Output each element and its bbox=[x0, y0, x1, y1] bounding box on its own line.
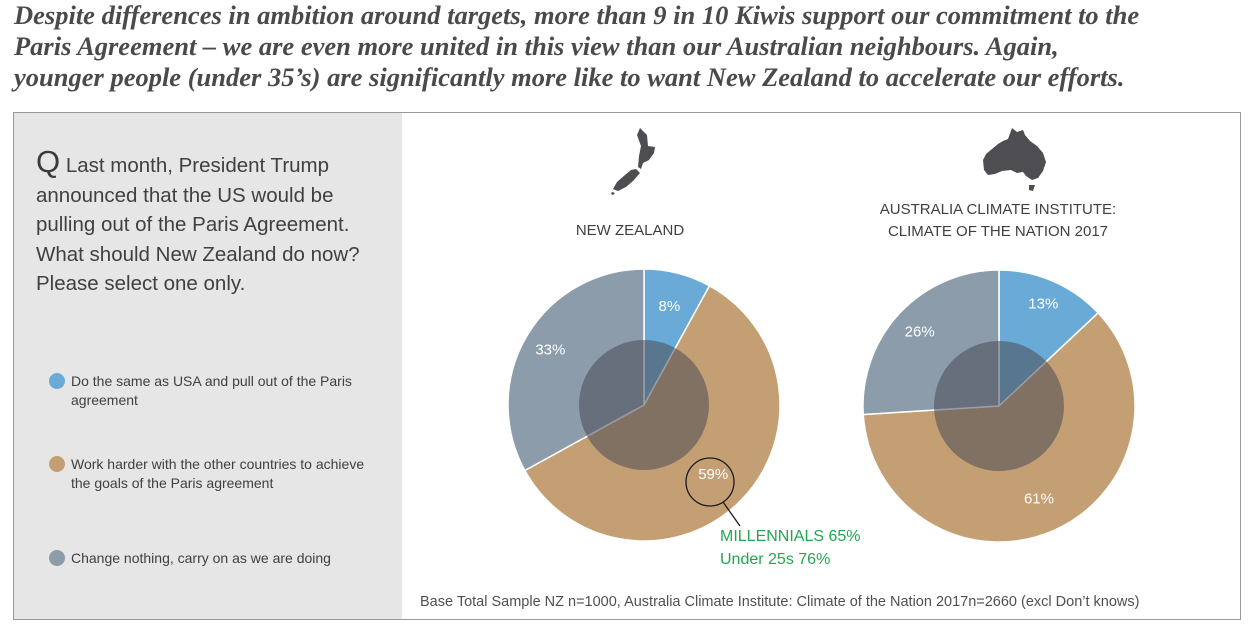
australia-map-icon bbox=[983, 128, 1046, 191]
legend-label-pull-out: Do the same as USA and pull out of the P… bbox=[71, 373, 352, 408]
legend-swatch-work-harder bbox=[49, 456, 65, 472]
pie-label-nz-change-nothing: 33% bbox=[535, 342, 565, 359]
headline-line-3: younger people (under 35’s) are signific… bbox=[14, 62, 1125, 92]
chart-title-australia-line-1: AUSTRALIA CLIMATE INSTITUTE: bbox=[880, 201, 1116, 218]
base-sample-note: Base Total Sample NZ n=1000, Australia C… bbox=[420, 594, 1140, 610]
headline: Despite differences in ambition around t… bbox=[14, 0, 1244, 93]
headline-line-2: Paris Agreement – we are even more unite… bbox=[14, 31, 1059, 61]
pie-new-zealand: 8% 59% 33% bbox=[507, 268, 781, 542]
pie-label-nz-work-harder: 59% bbox=[698, 466, 728, 483]
pie-center-disc-au bbox=[934, 341, 1064, 471]
legend-label-work-harder: Work harder with the other countries to … bbox=[71, 456, 365, 491]
chart-title-australia-line-2: CLIMATE OF THE NATION 2017 bbox=[888, 223, 1108, 240]
callout-millennials: MILLENNIALS 65% bbox=[720, 528, 861, 545]
pie-australia: 13% 61% 26% bbox=[862, 269, 1136, 543]
legend-swatch-pull-out bbox=[49, 373, 65, 389]
pie-label-au-pull-out: 13% bbox=[1028, 296, 1058, 313]
legend-label-change-nothing: Change nothing, carry on as we are doing bbox=[71, 550, 331, 566]
legend-item-work-harder: Work harder with the other countries to … bbox=[49, 455, 371, 493]
headline-line-1: Despite differences in ambition around t… bbox=[14, 0, 1140, 30]
pie-charts: NEW ZEALAND AUSTRALIA CLIMATE INSTITUTE:… bbox=[507, 128, 1136, 568]
legend-swatch-change-nothing bbox=[49, 550, 65, 566]
legend-item-pull-out: Do the same as USA and pull out of the P… bbox=[49, 372, 371, 410]
question-body: Last month, President Trump announced th… bbox=[36, 154, 360, 295]
callout-under-25s: Under 25s 76% bbox=[720, 551, 830, 568]
pie-center-disc-nz bbox=[579, 340, 709, 470]
question-marker: Q bbox=[36, 144, 61, 179]
chart-title-new-zealand: NEW ZEALAND bbox=[576, 222, 685, 239]
pie-label-nz-pull-out: 8% bbox=[659, 298, 681, 315]
pie-label-au-work-harder: 61% bbox=[1024, 490, 1054, 507]
callout-circle bbox=[685, 457, 735, 507]
question-panel: Q Last month, President Trump announced … bbox=[14, 113, 402, 619]
content-panel: Q Last month, President Trump announced … bbox=[13, 112, 1241, 620]
pie-label-au-change-nothing: 26% bbox=[905, 324, 935, 341]
legend-item-change-nothing: Change nothing, carry on as we are doing bbox=[49, 549, 371, 568]
question-text: Q Last month, President Trump announced … bbox=[36, 144, 391, 299]
callout-connector bbox=[722, 501, 741, 527]
new-zealand-map-icon bbox=[611, 128, 655, 195]
